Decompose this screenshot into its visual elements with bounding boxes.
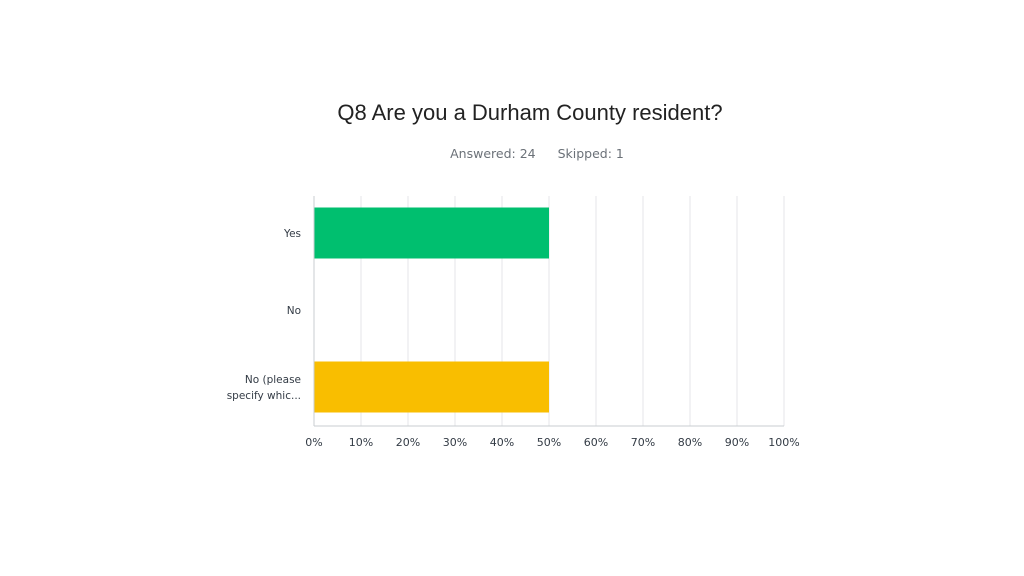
x-tick-label: 20% [396,436,420,449]
category-label: No (please [245,374,301,386]
x-tick-label: 30% [443,436,467,449]
x-tick-label: 40% [490,436,514,449]
bar-0 [314,207,549,259]
x-tick-label: 70% [631,436,655,449]
x-tick-label: 90% [725,436,749,449]
x-tick-label: 10% [349,436,373,449]
x-tick-label: 50% [537,436,561,449]
answered-count: Answered: 24 [450,146,536,161]
x-tick-label: 100% [768,436,799,449]
skipped-count: Skipped: 1 [557,146,624,161]
question-title: Q8 Are you a Durham County resident? [337,100,723,125]
category-label: Yes [283,228,301,240]
x-tick-label: 80% [678,436,702,449]
bar-2 [314,361,549,413]
response-stats: Answered: 24 Skipped: 1 [0,146,1024,161]
category-label: No [287,305,301,317]
category-label: specify whic... [227,390,301,402]
x-tick-label: 60% [584,436,608,449]
x-tick-label: 0% [305,436,322,449]
